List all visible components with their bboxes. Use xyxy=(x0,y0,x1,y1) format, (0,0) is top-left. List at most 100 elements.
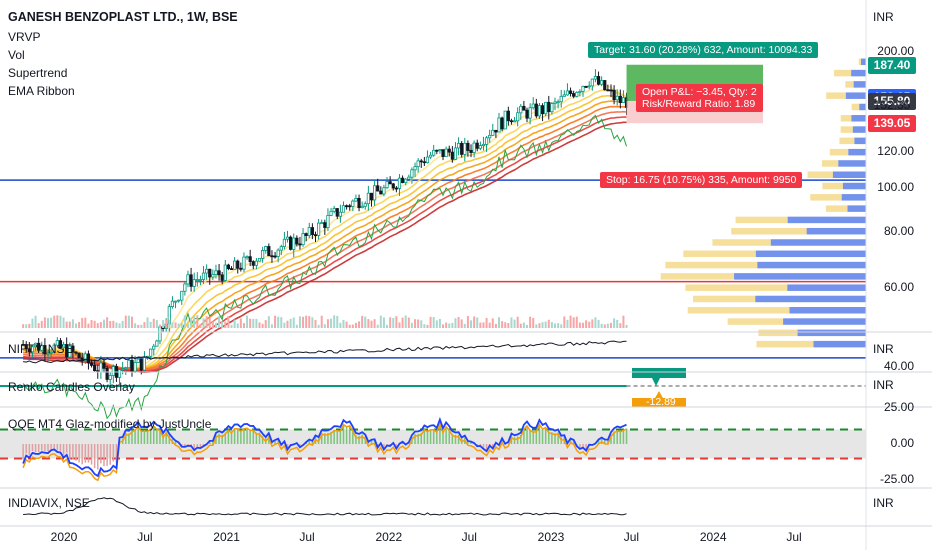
candle-body xyxy=(273,255,277,258)
volume-bar xyxy=(102,319,105,328)
candle-body xyxy=(180,290,184,301)
pl-callout[interactable]: Open P&L: −3.45, Qty: 2 Risk/Reward Rati… xyxy=(636,84,763,112)
pane-label-qqe[interactable]: QQE MT4 Glaz-modified by JustUncle xyxy=(8,417,212,431)
vrvp-bar-down xyxy=(848,148,866,156)
indicator-supertrend[interactable]: Supertrend xyxy=(8,66,68,80)
price-tag: 155.80 xyxy=(868,92,916,110)
volume-bar xyxy=(392,318,395,328)
candle-body xyxy=(65,344,69,358)
candle-body xyxy=(298,243,302,246)
stop-callout[interactable]: Stop: 16.75 (10.75%) 335, Amount: 9950 xyxy=(600,172,803,188)
price-axis-tick: 60.00 xyxy=(883,280,914,294)
target-callout[interactable]: Target: 31.60 (20.28%) 632, Amount: 1009… xyxy=(588,42,819,58)
volume-bar xyxy=(78,322,81,328)
renko-tag-up xyxy=(632,368,686,386)
candle-body xyxy=(217,270,221,276)
vrvp-bar-up xyxy=(825,205,848,212)
candle-body xyxy=(376,185,380,192)
volume-bar xyxy=(186,323,189,328)
candle-body xyxy=(201,272,206,280)
volume-bar xyxy=(588,321,591,328)
volume-bar xyxy=(585,320,588,328)
candle-body xyxy=(170,300,175,307)
vrvp-bar-down xyxy=(851,69,866,77)
pane-label-renko[interactable]: Renko Candles Overlay xyxy=(8,380,135,394)
candle-body xyxy=(572,93,576,97)
axis-currency-main: INR xyxy=(873,10,894,24)
candle-body xyxy=(130,359,134,372)
vrvp-bar-down xyxy=(797,329,866,337)
candle-body xyxy=(450,151,454,160)
candle-body xyxy=(21,343,25,346)
candle-body xyxy=(214,270,218,275)
candle-body xyxy=(86,353,91,364)
vrvp-bar-down xyxy=(755,250,866,258)
volume-bar xyxy=(370,320,373,328)
volume-bar xyxy=(25,324,28,328)
candle-body xyxy=(503,110,507,130)
candle-body xyxy=(559,95,563,103)
volume-bar xyxy=(143,322,146,328)
candle-body xyxy=(233,260,237,270)
volume-bar xyxy=(124,315,127,328)
volume-bar xyxy=(451,322,454,328)
volume-bar xyxy=(249,318,252,328)
volume-bar xyxy=(127,315,130,328)
volume-bar xyxy=(267,316,270,328)
candle-body xyxy=(609,89,613,92)
volume-bar xyxy=(227,315,230,328)
candle-body xyxy=(466,142,470,151)
volume-bar xyxy=(283,322,286,328)
volume-bar xyxy=(236,323,239,328)
pane-label-indiavix[interactable]: INDIAVIX, NSE xyxy=(8,496,90,510)
candle-body xyxy=(469,150,473,153)
volume-bar xyxy=(165,319,168,328)
candle-body xyxy=(463,142,467,155)
indicator-ema-ribbon[interactable]: EMA Ribbon xyxy=(8,84,75,98)
candle-body xyxy=(400,177,405,184)
volume-bar xyxy=(575,316,578,328)
indicator-vol[interactable]: Vol xyxy=(8,48,25,62)
candle-body xyxy=(379,190,383,195)
volume-bar xyxy=(286,320,289,328)
volume-bar xyxy=(230,324,233,328)
candle-body xyxy=(388,181,392,185)
vrvp-bar-up xyxy=(683,250,756,258)
vrvp-bar-down xyxy=(852,126,866,133)
candle-body xyxy=(30,346,35,353)
candle-body xyxy=(208,268,212,278)
volume-bar xyxy=(401,317,404,328)
candle-body xyxy=(484,137,489,145)
candle-body xyxy=(568,90,573,94)
volume-bar xyxy=(544,321,547,328)
candle-body xyxy=(68,345,72,358)
vrvp-bar-down xyxy=(757,261,866,269)
candle-body xyxy=(211,274,215,278)
vrvp-bar-up xyxy=(693,295,756,303)
vrvp-bar-up xyxy=(821,160,839,167)
price-axis-tick: 80.00 xyxy=(883,223,914,238)
candle-body xyxy=(444,148,448,157)
candle-body xyxy=(565,90,570,96)
volume-bar xyxy=(196,315,199,328)
volume-bar xyxy=(190,317,193,328)
candle-body xyxy=(534,103,538,117)
volume-bar xyxy=(162,320,165,328)
candle-body xyxy=(447,148,451,153)
volume-bar xyxy=(485,317,488,328)
vrvp-bar-down xyxy=(832,171,866,178)
candle-body xyxy=(149,348,153,357)
candle-body xyxy=(80,357,84,361)
volume-bar xyxy=(308,316,311,328)
candle-body xyxy=(139,358,143,371)
volume-bar xyxy=(149,321,152,328)
candle-body xyxy=(528,107,532,119)
candle-body xyxy=(158,326,162,342)
pane-label-nifty[interactable]: NIFTY, NSE xyxy=(8,342,73,356)
indicator-vrvp[interactable]: VRVP xyxy=(8,30,41,44)
volume-bar xyxy=(479,322,482,328)
volume-bar xyxy=(417,319,420,328)
volume-bar xyxy=(295,324,298,328)
candle-body xyxy=(301,233,305,246)
